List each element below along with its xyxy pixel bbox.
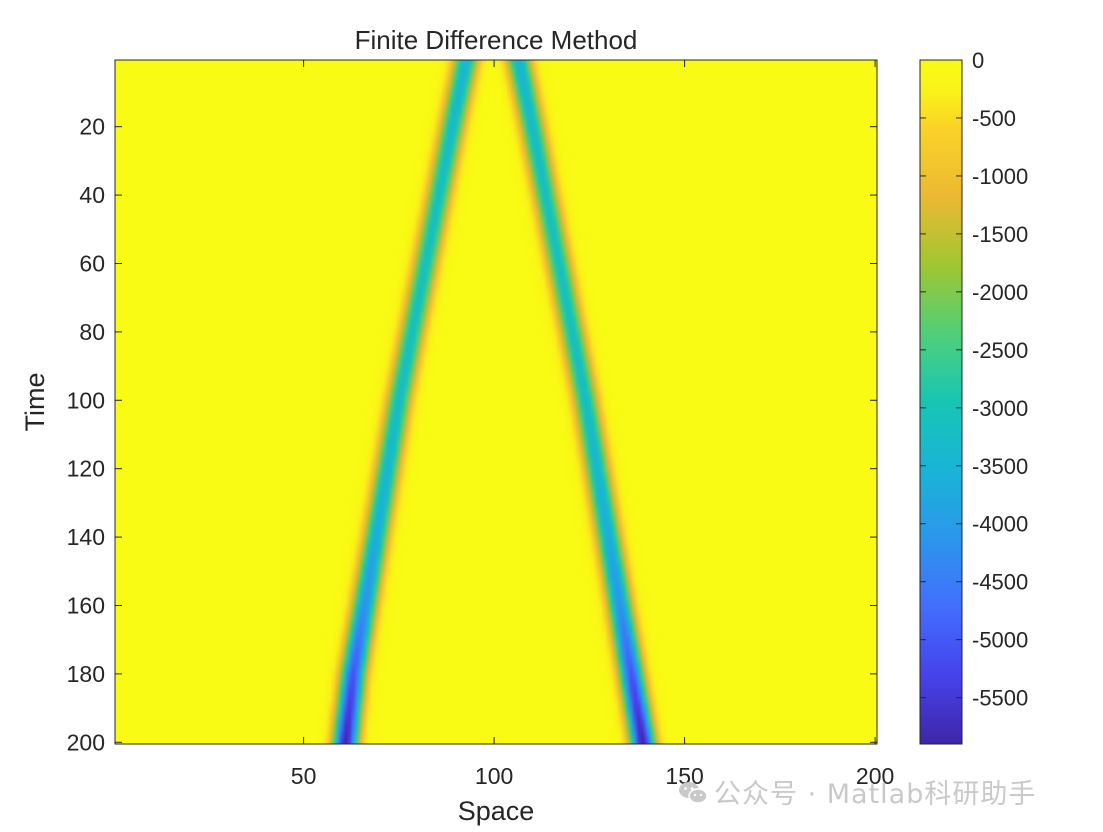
colorbar-tick-label: -2500: [972, 338, 1028, 363]
y-tick-label: 20: [79, 114, 105, 140]
x-axis-label: Space: [458, 796, 535, 826]
y-tick-label: 160: [67, 592, 105, 618]
y-tick-label: 200: [67, 729, 105, 755]
x-tick-label: 100: [475, 763, 513, 789]
colorbar-tick-label: -5000: [972, 628, 1028, 653]
y-tick-label: 40: [79, 182, 105, 208]
watermark-text: 公众号 · Matlab科研助手: [714, 779, 1037, 810]
colorbar-tick-label: -4000: [972, 512, 1028, 537]
watermark: 公众号 · Matlab科研助手: [678, 772, 1036, 811]
y-tick-label: 140: [67, 524, 105, 550]
plot-frame: [114, 59, 878, 745]
colorbar-ticks: 0 -500 -1000 -1500 -2000 -2500 -3000 -3500 -4000…: [920, 48, 1028, 711]
y-tick-label: 80: [79, 319, 105, 345]
y-tick-label: 60: [79, 250, 105, 276]
y-tick-label: 100: [67, 387, 105, 413]
heatmap-image: [115, 60, 877, 744]
colorbar: 0 -500 -1000 -1500 -2000 -2500 -3000 -3500 -4000…: [919, 48, 1028, 745]
colorbar-tick-label: -4500: [972, 570, 1028, 595]
y-axis-ticks: 20 40 60 80 100 120 140 160 180 200: [67, 114, 877, 755]
colorbar-tick-label: 0: [972, 48, 984, 73]
colorbar-tick-label: -3500: [972, 454, 1028, 479]
colorbar-tick-label: -1000: [972, 164, 1028, 189]
wechat-icon: [679, 782, 708, 804]
colorbar-gradient: [920, 60, 962, 744]
colorbar-tick-label: -2000: [972, 280, 1028, 305]
colorbar-tick-label: -5500: [972, 686, 1028, 711]
y-tick-label: 180: [67, 661, 105, 687]
colorbar-tick-label: -1500: [972, 222, 1028, 247]
chart-title: Finite Difference Method: [355, 25, 638, 55]
x-tick-label: 200: [856, 763, 894, 789]
colorbar-tick-label: -500: [972, 106, 1016, 131]
heatmap-plot-area: [114, 59, 878, 745]
x-axis-ticks: 50 100 150 200: [291, 60, 894, 789]
y-axis-label: Time: [20, 373, 50, 432]
x-tick-label: 50: [291, 763, 317, 789]
colorbar-frame: [919, 59, 963, 745]
colorbar-tick-label: -3000: [972, 396, 1028, 421]
y-tick-label: 120: [67, 456, 105, 482]
